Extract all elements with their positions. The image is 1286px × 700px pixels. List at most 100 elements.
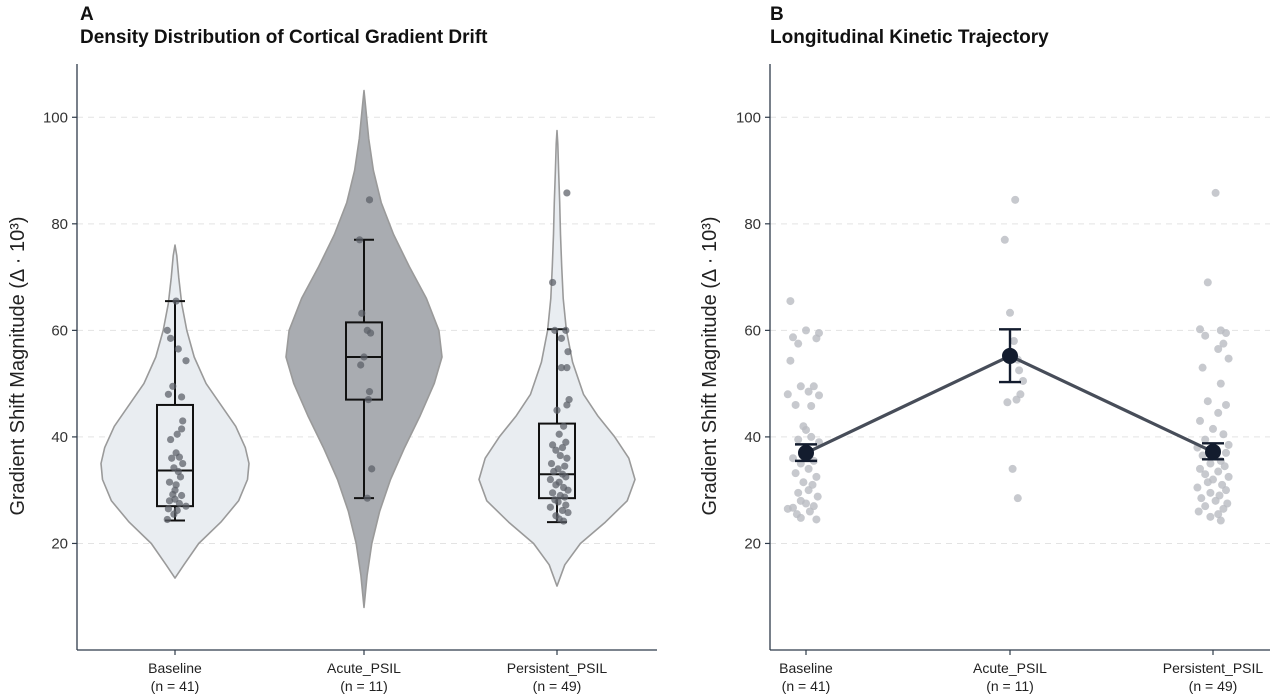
data-point-persistent-psil [555,430,563,438]
data-point-acute-psil [365,388,374,396]
data-point-baseline [167,334,175,342]
data-point-acute-psil [1011,195,1020,204]
data-point-baseline [802,326,810,335]
y-tick-label: 40 [744,429,761,446]
x-tick-label-baseline: Baseline [779,660,833,676]
data-point-baseline [163,326,171,334]
data-point-persistent-psil [1206,488,1215,497]
data-point-baseline [167,435,175,444]
mean-marker-acute-psil [1002,347,1018,364]
data-point-persistent-psil [1198,363,1207,372]
data-point-persistent-psil [1214,345,1223,354]
y-tick-label: 20 [744,535,761,552]
data-point-persistent-psil [553,406,561,414]
panel-b-title: Longitudinal Kinetic Trajectory [770,27,1049,48]
data-point-acute-psil [356,236,364,244]
data-point-acute-psil [1015,366,1024,375]
data-point-baseline [794,339,803,348]
y-tick-label: 40 [51,429,68,446]
panel-a-x-ticks: Baseline (n = 41) Acute_PSIL (n = 11) Persis… [148,650,607,694]
x-tick-label-acute-psil: Acute_PSIL [973,660,1047,676]
x-tick-label-persistent-psil: Persistent_PSIL [1163,660,1264,676]
panel-b-x-ticks: Baseline (n = 41) Acute_PSIL (n = 11) Persis… [779,650,1263,694]
x-tick-count-acute-psil: (n = 11) [986,678,1034,694]
data-point-baseline [170,510,178,518]
data-point-baseline [175,453,183,461]
data-point-persistent-psil [563,454,571,462]
data-point-acute-psil [1003,398,1012,407]
data-point-persistent-psil [1201,435,1210,444]
data-point-persistent-psil [1220,462,1229,471]
data-point-acute-psil [363,494,371,502]
data-point-baseline [812,334,821,343]
data-point-persistent-psil [1194,507,1203,516]
panel-b-letter: B [770,4,784,25]
data-point-persistent-psil [1214,467,1223,476]
x-tick-label-acute-psil: Acute_PSIL [327,660,401,676]
data-point-persistent-psil [551,326,559,334]
data-point-persistent-psil [558,443,567,452]
data-point-baseline [179,459,187,468]
data-point-persistent-psil [562,326,570,334]
panel-a-title: Density Distribution of Cortical Gradien… [80,27,488,48]
data-point-persistent-psil [554,498,562,506]
violin-baseline [100,244,250,579]
data-point-persistent-psil [1203,397,1212,406]
data-point-baseline [179,417,187,425]
mean-marker-baseline [798,444,814,461]
data-point-persistent-psil [1209,424,1217,433]
data-point-baseline [796,513,805,522]
data-point-persistent-psil [1219,504,1228,513]
data-point-baseline [802,499,810,508]
data-point-persistent-psil [561,493,569,501]
data-point-persistent-psil [546,475,555,484]
data-point-baseline [168,454,176,462]
data-point-persistent-psil [1203,478,1212,487]
y-tick-label: 60 [51,322,68,339]
data-point-persistent-psil [1196,325,1204,334]
data-point-persistent-psil [557,334,566,342]
data-point-persistent-psil [564,486,572,494]
data-point-persistent-psil [1193,483,1202,492]
data-point-baseline [796,382,805,391]
x-tick-label-baseline: Baseline [148,660,202,676]
data-point-persistent-psil [563,364,571,372]
data-point-persistent-psil [1224,440,1233,449]
data-point-persistent-psil [564,348,572,356]
data-point-acute-psil [1006,308,1014,317]
panel-b: B Longitudinal Kinetic Trajectory Gradie… [699,4,1270,694]
data-point-baseline [182,502,190,510]
data-point-baseline [813,492,822,501]
data-point-persistent-psil [552,481,560,489]
panel-a-y-axis-label: Gradient Shift Magnitude (Δ · 10³) [7,216,29,515]
data-point-persistent-psil [562,438,570,446]
data-point-persistent-psil [556,451,564,460]
panel-b-y-axis-label: Gradient Shift Magnitude (Δ · 10³) [699,216,721,515]
data-point-persistent-psil [557,364,566,372]
data-point-persistent-psil [1201,470,1210,479]
data-point-persistent-psil [562,473,570,481]
data-point-persistent-psil [1216,379,1225,388]
data-point-persistent-psil [1198,451,1207,460]
data-point-persistent-psil [1211,496,1220,505]
data-point-baseline [815,391,823,400]
data-point-baseline [791,469,800,478]
data-point-acute-psil [368,465,376,473]
data-point-baseline [164,390,172,398]
data-point-persistent-psil [1206,459,1215,468]
data-point-baseline [783,390,792,399]
data-point-acute-psil [1009,337,1018,346]
data-point-persistent-psil [549,441,557,449]
data-point-persistent-psil [1197,494,1206,503]
data-point-persistent-psil [1201,502,1210,511]
data-point-baseline [794,435,803,444]
data-point-persistent-psil [1222,400,1230,409]
data-point-baseline [178,491,186,500]
data-point-persistent-psil [1216,516,1225,525]
data-point-persistent-psil [560,517,568,525]
data-point-acute-psil [358,309,366,317]
data-point-baseline [783,504,792,513]
data-point-baseline [812,472,821,481]
data-point-persistent-psil [1222,448,1230,457]
data-point-acute-psil [364,396,372,404]
